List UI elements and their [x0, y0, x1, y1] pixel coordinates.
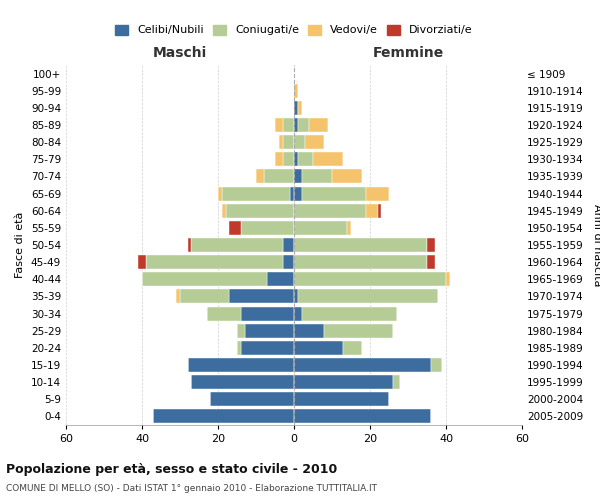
Bar: [294, 84, 298, 98]
Bar: [294, 170, 302, 183]
Bar: [377, 204, 382, 218]
Bar: [294, 324, 325, 338]
Bar: [298, 118, 309, 132]
Bar: [431, 358, 442, 372]
Bar: [309, 118, 328, 132]
Bar: [446, 272, 450, 286]
Y-axis label: Anni di nascita: Anni di nascita: [592, 204, 600, 286]
Bar: [283, 135, 294, 149]
Bar: [154, 410, 294, 424]
Bar: [290, 186, 294, 200]
Bar: [211, 392, 294, 406]
Text: Popolazione per età, sesso e stato civile - 2010: Popolazione per età, sesso e stato civil…: [6, 462, 337, 475]
Bar: [298, 101, 302, 115]
Bar: [222, 186, 290, 200]
Bar: [366, 186, 389, 200]
Legend: Celibi/Nubili, Coniugati/e, Vedovi/e, Divorziati/e: Celibi/Nubili, Coniugati/e, Vedovi/e, Di…: [111, 20, 477, 40]
Bar: [279, 135, 283, 149]
Bar: [302, 170, 332, 183]
Text: Maschi: Maschi: [153, 46, 207, 60]
Bar: [188, 358, 294, 372]
Bar: [241, 306, 294, 320]
Bar: [294, 255, 427, 269]
Bar: [325, 324, 393, 338]
Bar: [305, 135, 325, 149]
Bar: [294, 410, 431, 424]
Y-axis label: Fasce di età: Fasce di età: [16, 212, 25, 278]
Bar: [393, 375, 400, 389]
Bar: [294, 135, 305, 149]
Bar: [294, 272, 446, 286]
Bar: [241, 221, 294, 235]
Text: Femmine: Femmine: [373, 46, 443, 60]
Bar: [188, 238, 191, 252]
Bar: [229, 290, 294, 304]
Bar: [218, 186, 222, 200]
Bar: [294, 152, 298, 166]
Bar: [241, 341, 294, 355]
Bar: [138, 255, 146, 269]
Text: COMUNE DI MELLO (SO) - Dati ISTAT 1° gennaio 2010 - Elaborazione TUTTITALIA.IT: COMUNE DI MELLO (SO) - Dati ISTAT 1° gen…: [6, 484, 377, 493]
Bar: [302, 306, 397, 320]
Bar: [263, 170, 294, 183]
Bar: [237, 324, 245, 338]
Bar: [294, 341, 343, 355]
Bar: [343, 341, 362, 355]
Bar: [222, 204, 226, 218]
Bar: [146, 255, 283, 269]
Bar: [302, 186, 366, 200]
Bar: [283, 152, 294, 166]
Bar: [268, 272, 294, 286]
Bar: [229, 221, 241, 235]
Bar: [332, 170, 362, 183]
Bar: [294, 358, 431, 372]
Bar: [294, 118, 298, 132]
Bar: [298, 290, 439, 304]
Bar: [294, 392, 389, 406]
Bar: [275, 118, 283, 132]
Bar: [294, 375, 393, 389]
Bar: [283, 255, 294, 269]
Bar: [294, 101, 298, 115]
Bar: [294, 290, 298, 304]
Bar: [283, 238, 294, 252]
Bar: [180, 290, 229, 304]
Bar: [256, 170, 263, 183]
Bar: [206, 306, 241, 320]
Bar: [427, 255, 434, 269]
Bar: [294, 186, 302, 200]
Bar: [294, 306, 302, 320]
Bar: [294, 221, 347, 235]
Bar: [298, 152, 313, 166]
Bar: [237, 341, 241, 355]
Bar: [427, 238, 434, 252]
Bar: [142, 272, 268, 286]
Bar: [226, 204, 294, 218]
Bar: [245, 324, 294, 338]
Bar: [294, 204, 366, 218]
Bar: [275, 152, 283, 166]
Bar: [176, 290, 180, 304]
Bar: [313, 152, 343, 166]
Bar: [347, 221, 351, 235]
Bar: [294, 238, 427, 252]
Bar: [191, 238, 283, 252]
Bar: [366, 204, 377, 218]
Bar: [191, 375, 294, 389]
Bar: [283, 118, 294, 132]
